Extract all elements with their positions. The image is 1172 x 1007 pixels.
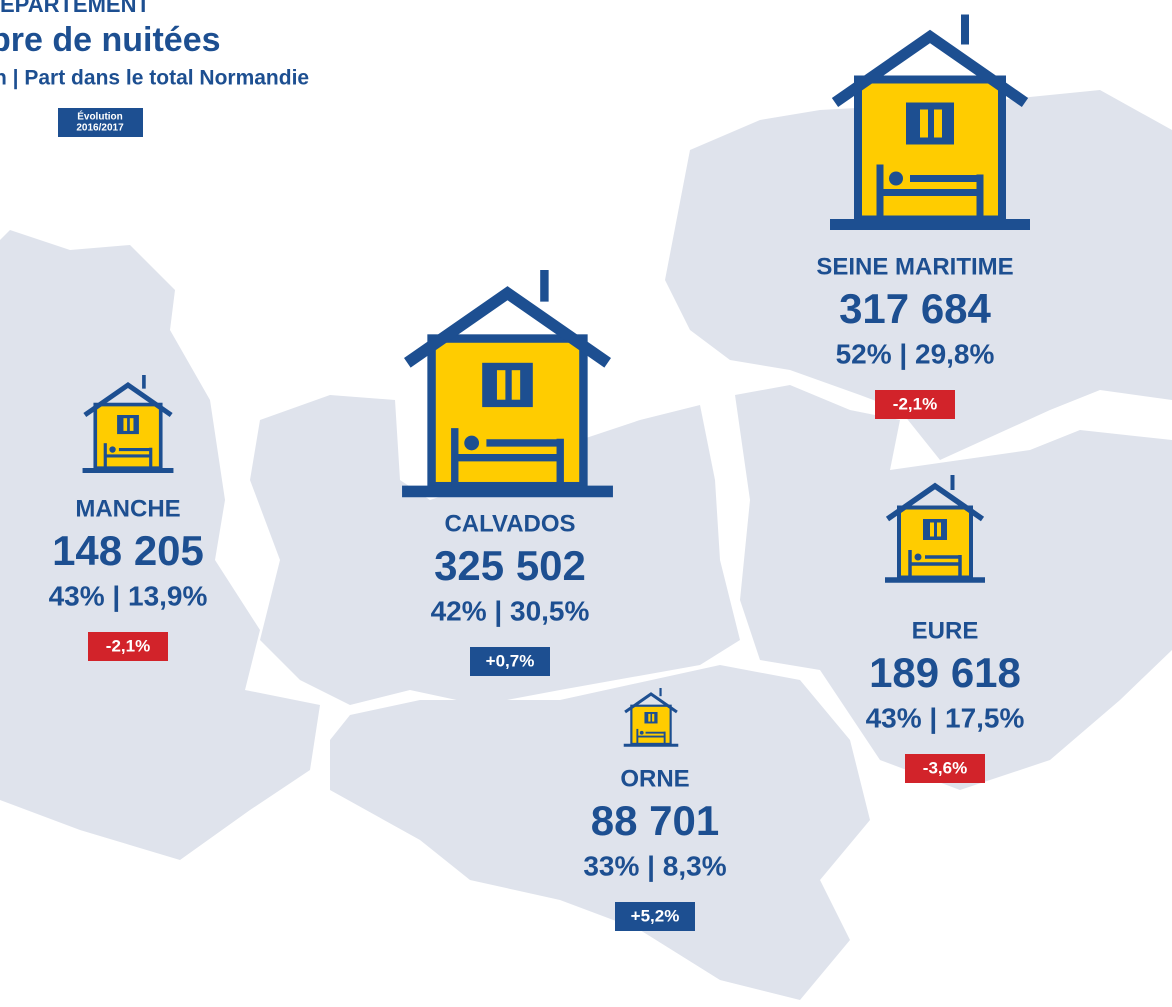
evolution-text: +5,2%	[631, 906, 680, 925]
region-value: 317 684	[839, 285, 991, 332]
evolution-text: +0,7%	[486, 651, 535, 670]
map-shapes	[0, 90, 1172, 1000]
region-share: 42% | 30,5%	[431, 595, 590, 626]
region-share: 43% | 13,9%	[49, 580, 208, 611]
evolution-badge	[88, 632, 168, 661]
region-name: SEINE MARITIME	[816, 253, 1013, 280]
legend-badge-line: 2016/2017	[76, 123, 124, 134]
evolution-badge	[875, 390, 955, 419]
legend-badge	[58, 108, 143, 137]
region-name: ORNE	[620, 765, 689, 792]
region-share: 33% | 8,3%	[583, 850, 726, 881]
region-name: EURE	[912, 617, 979, 644]
region-share: 43% | 17,5%	[866, 702, 1025, 733]
title: bre de nuitées	[0, 21, 221, 59]
region-value: 325 502	[434, 542, 586, 589]
house-icon	[830, 15, 1030, 225]
evolution-badge	[615, 902, 695, 931]
house-icon	[402, 270, 613, 491]
evolution-text: -3,6%	[923, 758, 967, 777]
evolution-text: -2,1%	[106, 636, 150, 655]
region-value: 189 618	[869, 649, 1021, 696]
region-share: 52% | 29,8%	[836, 338, 995, 369]
region-value: 148 205	[52, 527, 204, 574]
legend-badge-line: Évolution	[77, 110, 123, 123]
region-name: MANCHE	[75, 495, 180, 522]
header: ÉPARTEMENT bre de nuitées n | Part dans …	[0, 0, 309, 137]
evolution-badge	[470, 647, 550, 676]
region-name: CALVADOS	[444, 510, 575, 537]
subtitle: n | Part dans le total Normandie	[0, 67, 309, 90]
evolution-badge	[905, 754, 985, 783]
kicker: ÉPARTEMENT	[0, 0, 150, 17]
evolution-text: -2,1%	[893, 394, 937, 413]
region-value: 88 701	[591, 797, 719, 844]
